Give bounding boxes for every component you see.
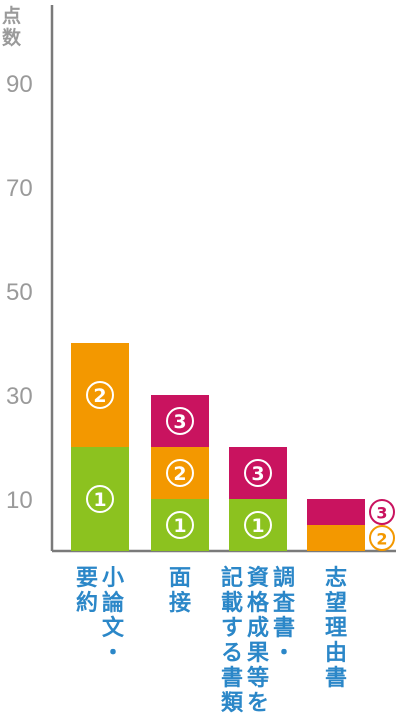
category-label-char: 約	[76, 590, 98, 616]
segment-marker	[166, 511, 194, 539]
bars: 1 2 1 2 3 1 3 2 3	[71, 343, 395, 551]
category-label-char: 書	[273, 615, 295, 641]
segment-label: 1	[251, 515, 264, 537]
segment-marker	[166, 407, 194, 435]
category-label-char: 面	[169, 566, 191, 591]
category-label-char: 等	[247, 665, 269, 691]
category-label-char: 接	[169, 591, 191, 616]
bar-segment	[307, 499, 365, 525]
segment-label: 2	[93, 385, 106, 407]
segment-marker	[369, 499, 395, 525]
category-label-char: ・	[273, 641, 295, 666]
category-label-char: 資	[247, 565, 269, 591]
segment-marker	[86, 485, 114, 513]
category-label-char: 小	[102, 566, 124, 591]
category-label-char: 書	[325, 665, 347, 691]
y-tick-label: 70	[6, 175, 33, 202]
category-label-char: す	[221, 616, 243, 641]
category-label-char: 論	[102, 590, 125, 616]
category-label-char: 理	[325, 616, 347, 641]
y-axis-label-char: 点	[2, 5, 21, 27]
y-axis-label: 点数	[2, 5, 22, 49]
category-label-char: 志	[325, 566, 347, 591]
category-label-char: 書	[221, 665, 243, 691]
category-label-char: 記	[221, 565, 243, 591]
category-label-char: 調	[273, 565, 295, 591]
y-tick-label: 90	[6, 71, 33, 98]
segment-marker	[166, 459, 194, 487]
segment-marker	[244, 459, 272, 487]
segment-label: 3	[251, 463, 264, 485]
category-label-char: 由	[325, 641, 347, 666]
segment-label: 3	[173, 411, 186, 433]
y-tick-label: 50	[6, 279, 33, 306]
category-label-char: 要	[76, 566, 98, 591]
segment-label: 3	[376, 504, 387, 523]
y-axis-label-char: 数	[2, 26, 22, 49]
bar-segment	[229, 447, 287, 499]
category-label-char: 望	[325, 591, 347, 616]
category-label-char: 文	[102, 615, 125, 641]
bar-segment	[71, 447, 129, 551]
segment-label: 1	[93, 489, 106, 511]
bar-segment	[151, 395, 209, 447]
segment-label: 2	[376, 530, 387, 549]
segment-marker	[369, 525, 395, 551]
segment-label: 1	[173, 515, 186, 537]
category-label-char: 果	[247, 641, 269, 666]
segment-marker	[86, 381, 114, 409]
category-label-char: 格	[247, 590, 270, 616]
category-label-char: ・	[102, 641, 124, 666]
category-label-char: る	[221, 641, 243, 666]
category-label-char: 載	[221, 590, 243, 616]
y-tick-label: 30	[6, 383, 33, 410]
bar-segment	[151, 499, 209, 551]
bar-segment	[151, 447, 209, 499]
bar-segment	[229, 499, 287, 551]
category-label-char: 成	[247, 616, 269, 641]
category-label-char: を	[247, 691, 269, 716]
segment-label: 2	[173, 463, 186, 485]
category-label-char: 類	[221, 691, 244, 716]
bar-segment	[71, 343, 129, 447]
category-label-char: 査	[273, 591, 296, 616]
segment-marker	[244, 511, 272, 539]
y-ticks: 10 30 50 70 90	[6, 71, 33, 514]
bar-segment	[307, 525, 365, 551]
y-tick-label: 10	[6, 487, 33, 514]
